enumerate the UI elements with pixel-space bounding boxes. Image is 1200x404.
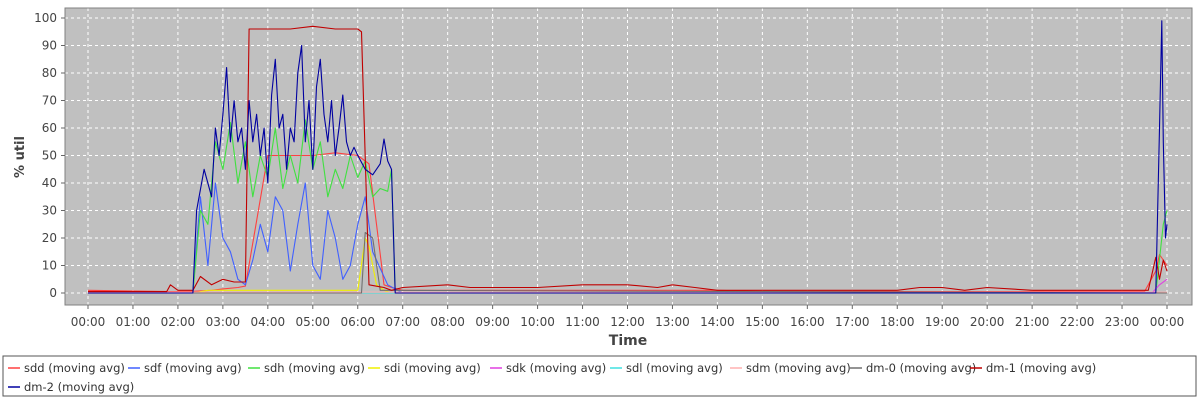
y-tick-label: 100: [34, 11, 57, 25]
y-axis-title: % util: [13, 136, 28, 178]
x-tick-label: 22:00: [1060, 315, 1095, 329]
legend-label: sdf (moving avg): [144, 361, 242, 375]
legend-label: sdk (moving avg): [506, 361, 606, 375]
series-layer: [87, 20, 1168, 294]
y-tick-label: 60: [42, 121, 57, 135]
series-line-sdf: [88, 182, 1167, 294]
plot-border: [64, 7, 1193, 306]
x-tick-label: 08:00: [430, 315, 465, 329]
series-line-dm-2: [88, 20, 1168, 294]
y-tick-label: 50: [42, 149, 57, 163]
axes: 0 10 20 30 40 50 60 70 80 90 100 00:00 01:00 02:00 03:…: [34, 11, 1184, 329]
legend-label: dm-2 (moving avg): [24, 380, 134, 394]
y-tick-label: 0: [49, 286, 57, 300]
legend-label: sdm (moving avg): [746, 361, 851, 375]
y-tick-label: 80: [42, 66, 57, 80]
series-line-sdh: [88, 119, 1168, 294]
legend-item-sdh: sdh (moving avg): [248, 361, 365, 375]
x-tick-label: 20:00: [970, 315, 1005, 329]
x-tick-label: 17:00: [835, 315, 870, 329]
legend-item-sdf: sdf (moving avg): [128, 361, 242, 375]
y-tick-label: 40: [42, 176, 57, 190]
legend-label: sdh (moving avg): [264, 361, 365, 375]
x-axis-title: Time: [609, 333, 647, 349]
x-tick-label: 12:00: [610, 315, 645, 329]
series-line-dm-1: [88, 25, 1168, 293]
x-tick-label: 14:00: [700, 315, 735, 329]
legend: sdd (moving avg) sdf (moving avg) sdh (mov…: [8, 361, 1096, 394]
legend-item-sdd: sdd (moving avg): [8, 361, 125, 375]
legend-label: dm-1 (moving avg): [986, 361, 1096, 375]
y-tick-label: 20: [42, 231, 57, 245]
plot-area: [65, 8, 1192, 305]
x-tick-label: 10:00: [520, 315, 555, 329]
x-tick-label: 13:00: [655, 315, 690, 329]
x-tick-label: 21:00: [1015, 315, 1050, 329]
series-line-sdi: [88, 237, 1167, 294]
legend-item-sdm: sdm (moving avg): [730, 361, 851, 375]
x-tick-label: 01:00: [116, 315, 151, 329]
legend-item-sdk: sdk (moving avg): [490, 361, 606, 375]
x-tick-label: 19:00: [925, 315, 960, 329]
x-tick-label: 00:00: [71, 315, 106, 329]
x-tick-label: 06:00: [340, 315, 375, 329]
legend-label: dm-0 (moving avg): [866, 361, 976, 375]
x-tick-label: 09:00: [475, 315, 510, 329]
x-tick-label: 05:00: [295, 315, 330, 329]
x-tick-label: 11:00: [565, 315, 600, 329]
legend-item-sdi: sdi (moving avg): [368, 361, 481, 375]
y-tick-label: 90: [42, 39, 57, 53]
legend-item-sdl: sdl (moving avg): [610, 361, 723, 375]
legend-box: [2, 355, 1197, 397]
grid: [65, 8, 1192, 305]
x-tick-label: 18:00: [880, 315, 915, 329]
legend-label: sdd (moving avg): [24, 361, 125, 375]
legend-item-dm-1: dm-1 (moving avg): [970, 361, 1096, 375]
x-tick-label: 23:00: [1105, 315, 1140, 329]
y-tick-label: 70: [42, 94, 57, 108]
legend-label: sdl (moving avg): [626, 361, 723, 375]
legend-item-dm-2: dm-2 (moving avg): [8, 380, 134, 394]
series-line-dm-0: [88, 231, 1168, 294]
x-tick-label: 04:00: [251, 315, 286, 329]
x-tick-label: 07:00: [385, 315, 420, 329]
y-tick-label: 10: [42, 259, 57, 273]
x-tick-label: 15:00: [745, 315, 780, 329]
y-tick-label: 30: [42, 204, 57, 218]
x-tick-label: 16:00: [790, 315, 825, 329]
legend-item-dm-0: dm-0 (moving avg): [850, 361, 976, 375]
x-tick-label: 00:00: [1150, 315, 1185, 329]
x-tick-label: 02:00: [161, 315, 196, 329]
legend-label: sdi (moving avg): [384, 361, 481, 375]
x-tick-label: 03:00: [206, 315, 241, 329]
